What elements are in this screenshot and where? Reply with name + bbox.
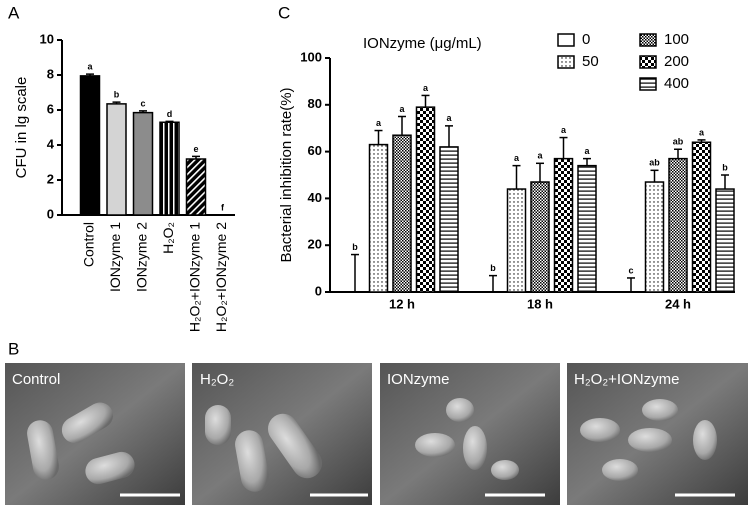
x-tick-label: H₂O₂+IONzyme 1 — [187, 222, 203, 332]
bar-letter: c — [628, 265, 633, 275]
sem-image — [5, 363, 185, 505]
sem-image — [380, 363, 560, 505]
bar — [415, 106, 436, 293]
bar — [553, 157, 574, 293]
bar — [530, 181, 550, 293]
bar — [159, 121, 180, 216]
x-tick-label: H₂O₂+IONzyme 2 — [213, 222, 229, 332]
y-axis-label: CFU in lg scale — [13, 77, 30, 179]
y-tick-label: 0 — [47, 206, 54, 221]
bar — [368, 143, 389, 293]
sem-image — [192, 363, 372, 505]
bar-letter: a — [376, 118, 382, 128]
y-tick-label: 60 — [308, 143, 322, 158]
legend-swatch — [557, 55, 575, 69]
bar-letter: a — [446, 113, 452, 123]
bar — [439, 146, 459, 293]
x-tick-label: Control — [81, 222, 97, 267]
image-caption: H₂O₂ — [200, 371, 234, 388]
y-tick-label: 40 — [308, 190, 322, 205]
bar — [185, 158, 207, 216]
bar-letter: c — [140, 98, 145, 108]
bar-letter: a — [423, 83, 429, 93]
bar — [392, 134, 412, 293]
x-tick-label: H₂O₂ — [160, 222, 176, 254]
y-tick-label: 80 — [308, 96, 322, 111]
image-caption: IONzyme — [387, 371, 450, 388]
bar-letter: a — [699, 127, 705, 137]
bar-letter: a — [399, 104, 405, 114]
legend-swatch — [639, 77, 657, 91]
sem-panel: B Control H₂O₂ IONzyme H₂O₂+IONzyme — [5, 339, 748, 505]
legend-label: 200 — [664, 53, 689, 70]
x-tick-label: IONzyme 1 — [107, 222, 123, 292]
y-axis-label: Bacterial inhibition rate(%) — [278, 87, 295, 262]
bar — [106, 103, 127, 216]
y-tick-label: 2 — [47, 171, 54, 186]
bar — [715, 188, 735, 293]
bar — [132, 111, 154, 216]
legend-label: 400 — [664, 75, 689, 92]
image-caption: H₂O₂+IONzyme — [574, 371, 679, 388]
bar — [691, 141, 712, 293]
y-tick-label: 100 — [300, 49, 322, 64]
x-tick-label: 18 h — [527, 296, 553, 311]
bar — [644, 181, 665, 293]
image-caption: Control — [12, 371, 60, 388]
bar-letter: b — [722, 162, 728, 172]
y-tick-label: 10 — [40, 31, 54, 46]
y-tick-label: 0 — [315, 283, 322, 298]
x-tick-label: IONzyme 2 — [134, 222, 150, 292]
y-tick-label: 8 — [47, 66, 54, 81]
bar — [577, 164, 597, 293]
panel-label: C — [278, 3, 290, 22]
bar-letter: a — [87, 62, 93, 72]
legend-title: IONzyme (μg/mL) — [363, 35, 482, 52]
bar — [506, 188, 527, 293]
legend-label: 0 — [582, 31, 590, 48]
bar-letter: a — [537, 151, 543, 161]
legend-label: 50 — [582, 53, 599, 70]
legend-label: 100 — [664, 31, 689, 48]
bar-letter: a — [561, 125, 567, 135]
bar-letter: b — [114, 90, 120, 100]
bar — [668, 157, 688, 293]
bar-letter: a — [514, 153, 520, 163]
legend-swatch — [639, 55, 657, 69]
y-tick-label: 4 — [47, 136, 55, 151]
bar-letter: ab — [673, 137, 684, 147]
bar-letter: ab — [649, 158, 660, 168]
bar — [79, 75, 101, 216]
legend-swatch — [639, 33, 657, 47]
sem-image — [567, 363, 748, 505]
legend-swatch — [557, 33, 575, 47]
bar-letter: b — [490, 263, 496, 273]
x-tick-label: 24 h — [665, 296, 691, 311]
panel-label: B — [8, 339, 19, 358]
bar-letter: b — [352, 242, 358, 252]
bar-letter: e — [193, 144, 198, 154]
panel-label: A — [8, 3, 20, 22]
x-tick-label: 12 h — [389, 296, 415, 311]
bar-letter: f — [221, 202, 225, 212]
bar-letter: a — [584, 146, 590, 156]
y-tick-label: 6 — [47, 101, 54, 116]
bar-letter: d — [167, 109, 173, 119]
y-tick-label: 20 — [308, 237, 322, 252]
